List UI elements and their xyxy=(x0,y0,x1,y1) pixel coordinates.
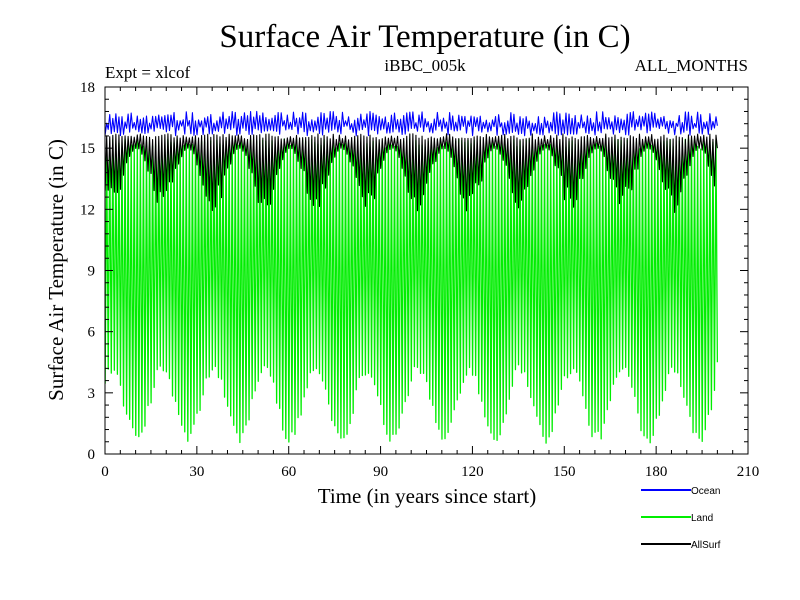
plot-frame xyxy=(104,86,749,455)
chart-title: Surface Air Temperature (in C) xyxy=(219,19,630,55)
x-tick-label: 120 xyxy=(461,464,484,480)
legend-label-land: Land xyxy=(691,513,713,524)
run-label: iBBC_005k xyxy=(384,56,466,75)
y-tick-label: 18 xyxy=(80,80,95,96)
y-tick-label: 12 xyxy=(80,202,95,218)
y-tick-label: 9 xyxy=(88,264,96,280)
y-tick-label: 15 xyxy=(80,141,95,157)
y-tick-label: 0 xyxy=(88,447,96,463)
series-layer xyxy=(104,110,719,444)
plot-area: 0 30 60 90 120 150 180 210 0 3 6 9 12 15 18 xyxy=(80,80,759,480)
legend-item-allsurf: AllSurf xyxy=(641,540,721,551)
x-tick-label: 210 xyxy=(737,464,760,480)
series-line-allsurf xyxy=(104,133,718,213)
x-tick-label: 90 xyxy=(373,464,388,480)
series-line-ocean xyxy=(104,110,718,137)
tick-label-layer: 0 30 60 90 120 150 180 210 0 3 6 9 12 15 18 xyxy=(80,80,759,480)
y-axis-label: Surface Air Temperature (in C) xyxy=(44,139,68,401)
legend-item-ocean: Ocean xyxy=(641,486,720,497)
legend: Ocean Land AllSurf xyxy=(641,486,721,551)
x-tick-label: 30 xyxy=(189,464,204,480)
x-tick-label: 150 xyxy=(553,464,576,480)
series-line-land xyxy=(104,138,719,444)
experiment-label: Expt = xlcof xyxy=(105,63,190,82)
y-tick-label: 6 xyxy=(88,325,96,341)
x-axis-label: Time (in years since start) xyxy=(318,484,537,508)
x-tick-label: 180 xyxy=(645,464,668,480)
season-label: ALL_MONTHS xyxy=(635,56,748,75)
x-tick-label: 60 xyxy=(281,464,296,480)
legend-label-ocean: Ocean xyxy=(691,486,720,497)
legend-item-land: Land xyxy=(641,513,713,524)
y-tick-label: 3 xyxy=(88,386,96,402)
x-tick-label: 0 xyxy=(101,464,109,480)
legend-label-allsurf: AllSurf xyxy=(691,540,721,551)
